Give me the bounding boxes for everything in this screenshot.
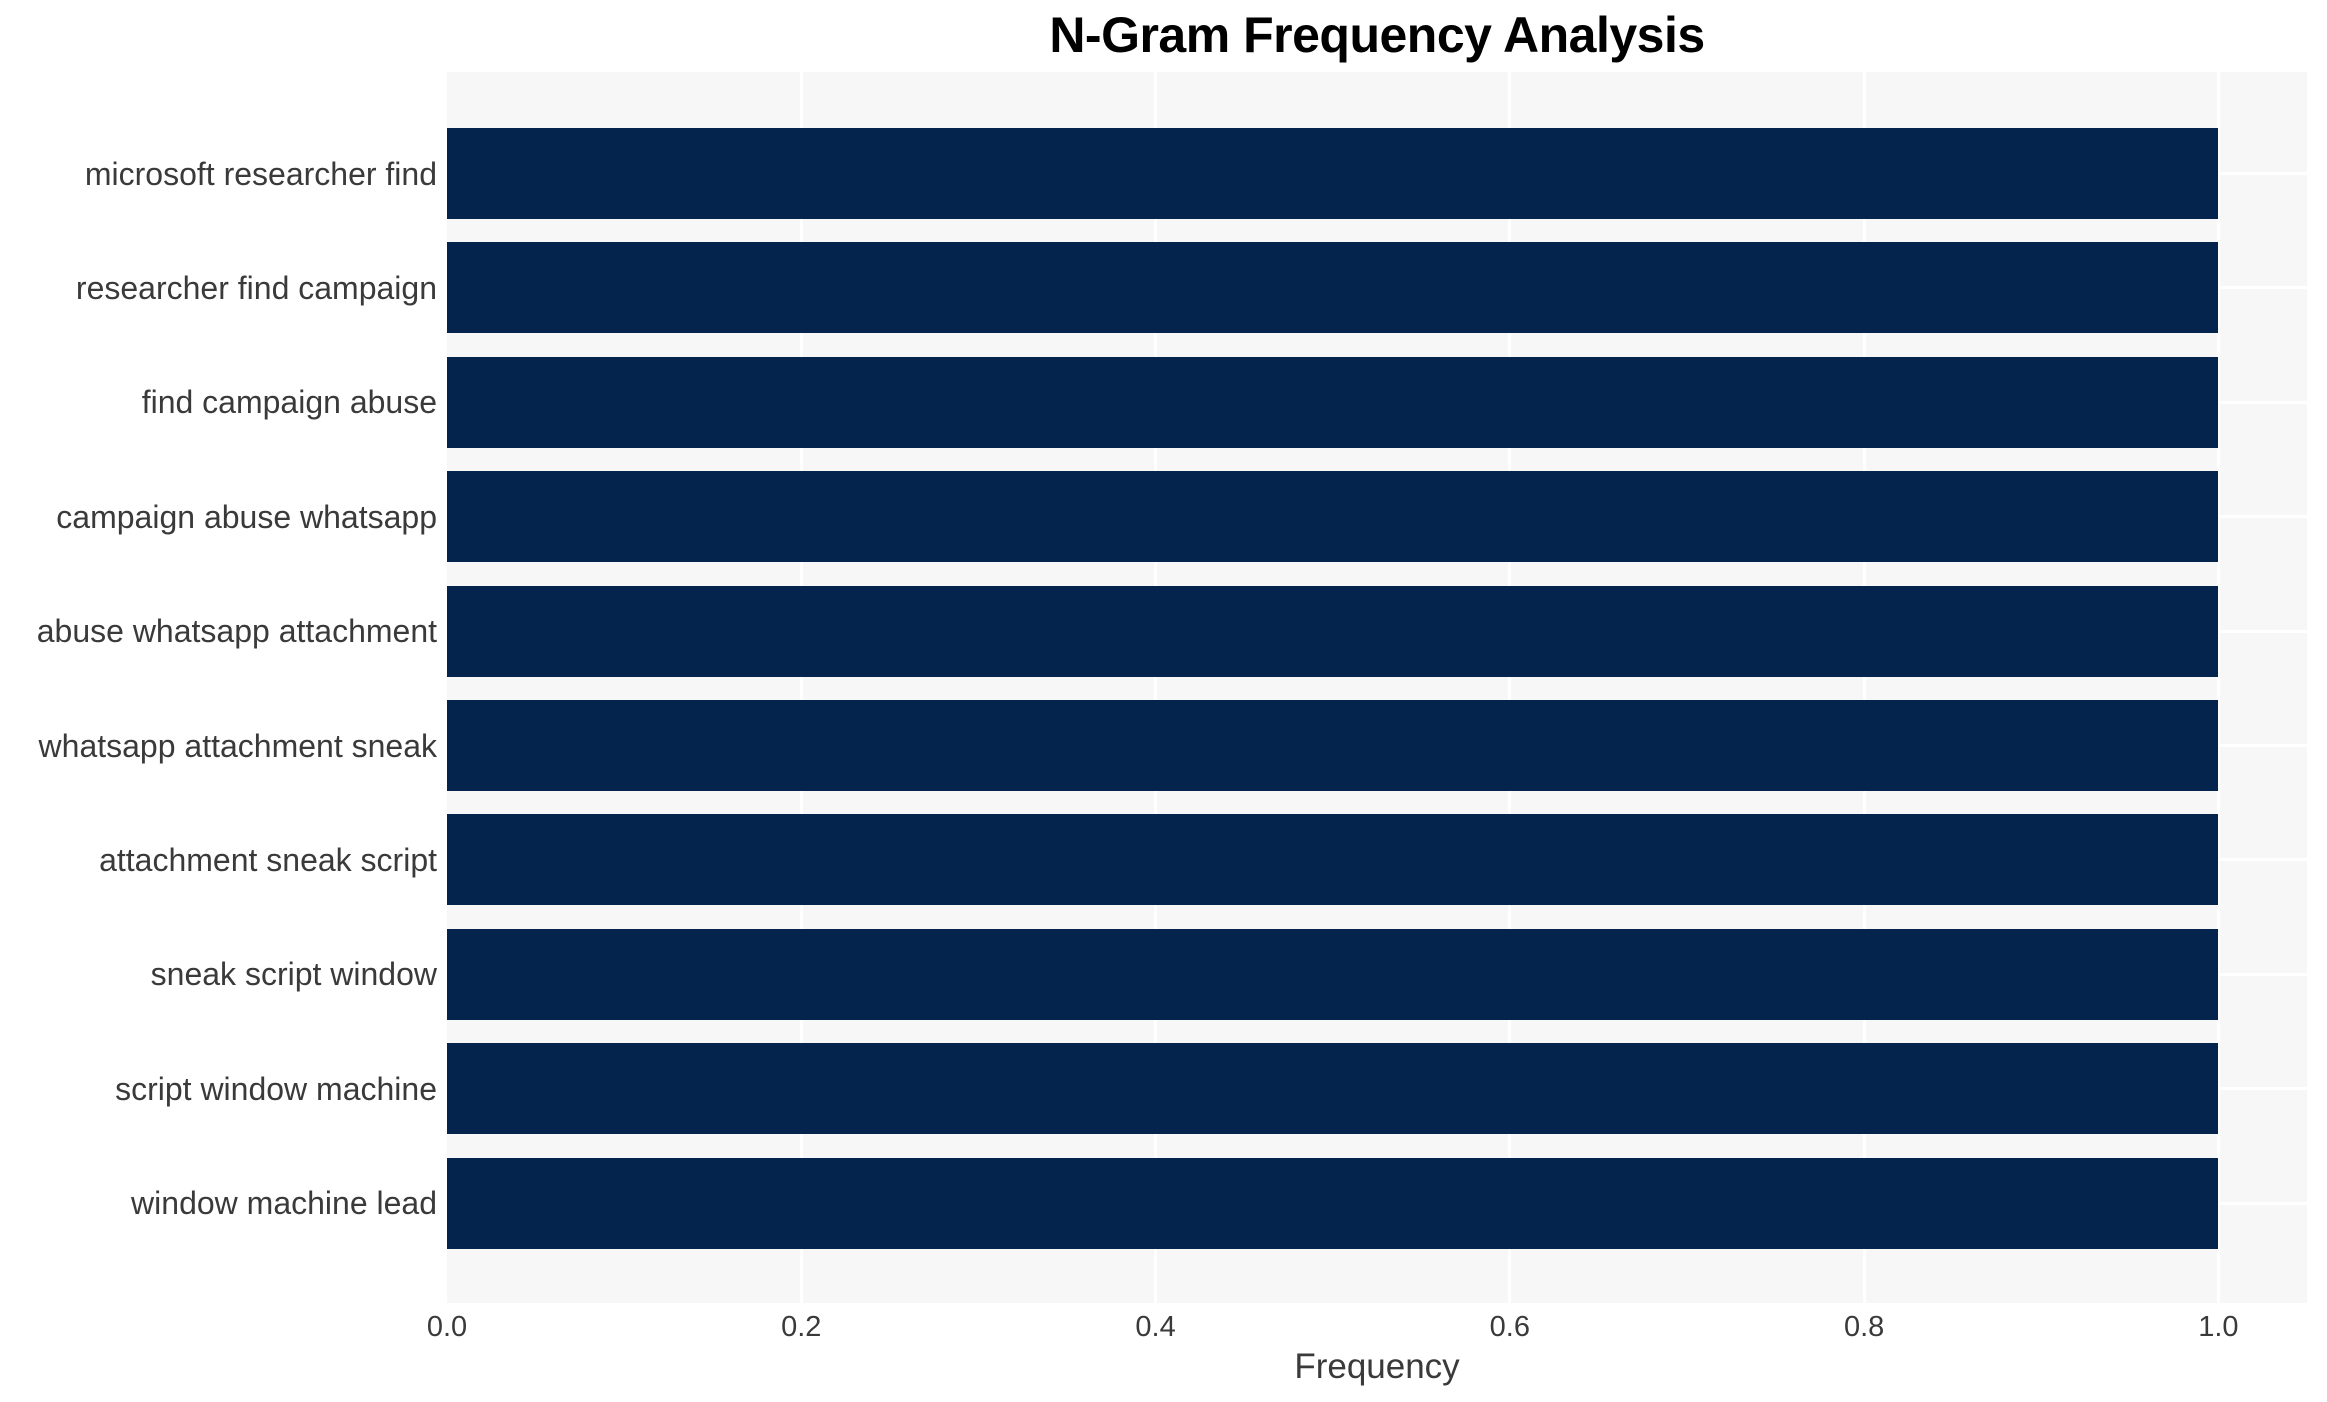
y-tick-label: attachment sneak script bbox=[99, 841, 437, 878]
chart-title: N-Gram Frequency Analysis bbox=[1049, 7, 1705, 63]
bar-abuse-whatsapp-attachment bbox=[447, 585, 2219, 677]
x-tick-label: 0.6 bbox=[1489, 1311, 1530, 1343]
x-tick-label: 0.0 bbox=[426, 1311, 468, 1343]
bar-script-window-machine bbox=[447, 1043, 2219, 1135]
y-tick-label: researcher find campaign bbox=[75, 269, 437, 306]
x-gridline bbox=[1508, 72, 1512, 1303]
plot-area bbox=[447, 72, 2307, 1303]
y-tick-label: window machine lead bbox=[131, 1185, 437, 1222]
bar-campaign-abuse-whatsapp bbox=[447, 471, 2219, 563]
x-gridline bbox=[799, 72, 803, 1303]
x-axis-title: Frequency bbox=[1294, 1347, 1460, 1386]
x-gridline bbox=[2216, 72, 2220, 1303]
x-gridline bbox=[1154, 72, 1158, 1303]
bar-whatsapp-attachment-sneak bbox=[447, 700, 2219, 791]
y-tick-label: sneak script window bbox=[150, 956, 437, 993]
bar-find-campaign-abuse bbox=[447, 356, 2219, 448]
y-tick-label: campaign abuse whatsapp bbox=[56, 498, 437, 535]
y-tick-label: microsoft researcher find bbox=[84, 155, 437, 192]
y-tick-label: abuse whatsapp attachment bbox=[36, 613, 437, 650]
x-tick-label: 0.4 bbox=[1135, 1311, 1176, 1343]
bar-microsoft-researcher-find bbox=[447, 128, 2219, 219]
x-tick-label: 0.8 bbox=[1843, 1311, 1885, 1343]
bar-attachment-sneak-script bbox=[447, 814, 2219, 906]
x-gridline bbox=[1862, 72, 1866, 1303]
y-tick-label: script window machine bbox=[115, 1070, 437, 1107]
bar-window-machine-lead bbox=[447, 1157, 2219, 1249]
y-tick-label: whatsapp attachment sneak bbox=[38, 727, 437, 764]
bar-sneak-script-window bbox=[447, 928, 2219, 1020]
x-tick-label: 1.0 bbox=[2198, 1311, 2239, 1343]
bar-researcher-find-campaign bbox=[447, 242, 2219, 334]
y-tick-label: find campaign abuse bbox=[141, 384, 437, 421]
x-tick-label: 0.2 bbox=[781, 1311, 822, 1343]
